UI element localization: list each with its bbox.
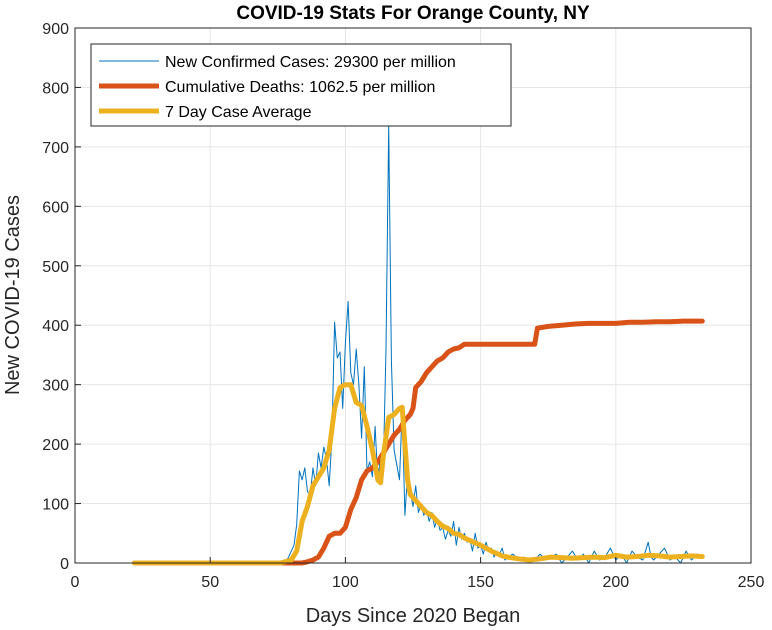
y-tick-label: 0: [60, 556, 69, 573]
x-tick-label: 250: [738, 574, 765, 591]
legend-label-1: Cumulative Deaths: 1062.5 per million: [165, 79, 435, 96]
y-tick-label: 500: [42, 259, 69, 276]
axis-ticks: 0 50 100 150 200 250 0 100 200 300 400 500 600 700 800…: [42, 21, 764, 591]
y-tick-label: 300: [42, 378, 69, 395]
x-tick-label: 150: [467, 574, 494, 591]
x-tick-label: 0: [71, 574, 80, 591]
x-tick-label: 100: [332, 574, 359, 591]
y-tick-label: 800: [42, 80, 69, 97]
y-tick-label: 600: [42, 199, 69, 216]
series-line-2: [132, 382, 705, 566]
y-tick-label: 100: [42, 497, 69, 514]
chart-title: COVID-19 Stats For Orange County, NY: [236, 3, 590, 24]
y-tick-label: 200: [42, 437, 69, 454]
series-layer: [132, 125, 705, 566]
x-axis-title: Days Since 2020 Began: [306, 605, 521, 627]
plot-frame: [74, 27, 752, 564]
x-tick-label: 50: [201, 574, 219, 591]
y-tick-label: 900: [42, 21, 69, 38]
legend-label-2: 7 Day Case Average: [165, 104, 312, 121]
y-tick-label: 700: [42, 140, 69, 157]
legend-box: [90, 43, 512, 127]
y-axis-title: New COVID-19 Cases: [2, 195, 24, 395]
legend-label-0: New Confirmed Cases: 29300 per million: [165, 54, 456, 71]
x-tick-label: 200: [602, 574, 629, 591]
y-tick-label: 400: [42, 318, 69, 335]
series-line-1: [132, 318, 705, 566]
legend: New Confirmed Cases: 29300 per million Cu…: [90, 43, 512, 127]
